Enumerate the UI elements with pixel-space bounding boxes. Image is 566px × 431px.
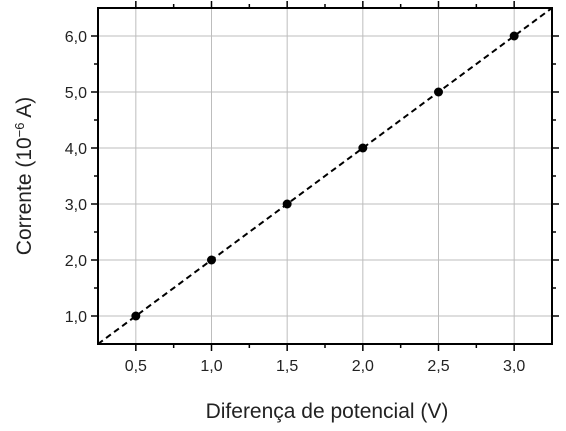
data-point — [131, 311, 141, 321]
x-tick-label: 2,0 — [352, 358, 374, 375]
data-point — [358, 143, 368, 153]
data-point — [207, 255, 216, 265]
y-tick-label: 4,0 — [65, 141, 87, 158]
fit-line-group — [97, 7, 553, 345]
x-tick-label: 1,5 — [276, 358, 298, 375]
fit-line — [97, 7, 553, 345]
x-tick-label: 2,5 — [427, 358, 449, 375]
x-tick-label: 1,0 — [200, 358, 222, 375]
data-point — [509, 31, 519, 41]
y-axis-title-tail: A) — [13, 97, 36, 123]
x-axis-title: Diferença de potencial (V) — [206, 400, 449, 423]
data-point — [282, 199, 292, 209]
tick-labels: 0,5 1,0 1,5 2,0 2,5 3,0 1,0 2,0 3,0 4,0 5,0 6,0 — [65, 29, 526, 375]
y-tick-label: 1,0 — [65, 309, 87, 326]
y-tick-label: 5,0 — [65, 85, 87, 102]
y-tick-label: 2,0 — [65, 253, 87, 270]
y-tick-label: 3,0 — [65, 197, 87, 214]
data-point — [434, 87, 443, 97]
data-points — [131, 31, 519, 321]
y-axis-title-exponent: −6 — [12, 122, 27, 137]
grid-lines — [98, 8, 552, 344]
x-tick-label: 3,0 — [503, 358, 525, 375]
y-tick-label: 6,0 — [65, 29, 87, 46]
y-axis-title-main: Corrente (10 — [13, 137, 36, 255]
x-tick-label: 0,5 — [125, 358, 147, 375]
axis-ticks — [91, 1, 559, 351]
y-axis-title: Corrente (10−6 A) — [12, 97, 37, 255]
